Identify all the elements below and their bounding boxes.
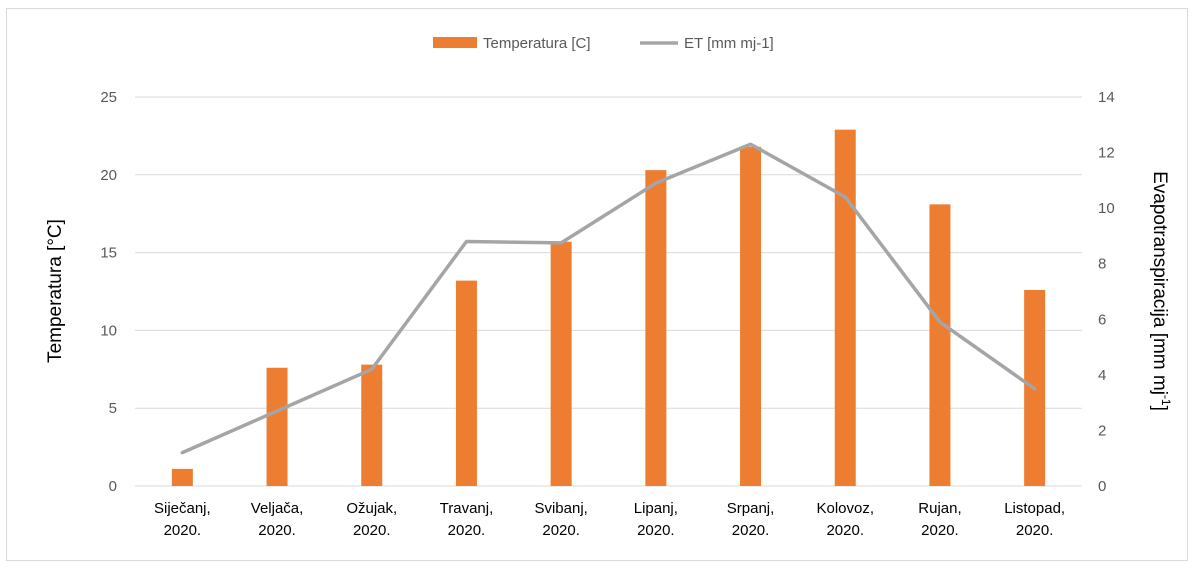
- category-label: 2020.: [826, 522, 864, 539]
- left-tick-label: 15: [100, 245, 117, 262]
- right-tick-label: 10: [1098, 200, 1115, 217]
- temperature-bar: [455, 280, 477, 486]
- et-line: [180, 142, 1037, 455]
- category-labels: Siječanj, 2020. Veljača, 2020. Ožujak, 2020. T…: [154, 500, 1065, 539]
- left-axis-ticks: 0 5 10 15 20 25: [100, 89, 117, 495]
- legend-swatch-temperature: [433, 37, 477, 48]
- legend-label-et: ET [mm mj-1]: [684, 35, 774, 52]
- category-label: 2020.: [1016, 522, 1054, 539]
- line-series: [180, 142, 1037, 455]
- category-label: Rujan,: [918, 500, 961, 517]
- right-axis-title-main: Evapotranspiracija [mm mj: [1149, 171, 1170, 395]
- temperature-bar: [740, 146, 762, 487]
- temperature-bar: [361, 364, 383, 486]
- right-axis-title-sup: -1: [1159, 395, 1173, 406]
- legend-label-temperature: Temperatura [C]: [483, 35, 591, 52]
- right-axis-title: Evapotranspiracija [mm mj-1]: [1149, 171, 1173, 411]
- right-tick-label: 12: [1098, 145, 1115, 162]
- left-tick-label: 5: [109, 400, 117, 417]
- chart-frame: [6, 8, 1188, 561]
- category-label: 2020.: [921, 522, 959, 539]
- category-label: 2020.: [732, 522, 770, 539]
- category-label: 2020.: [353, 522, 391, 539]
- left-tick-label: 20: [100, 167, 117, 184]
- category-label: Svibanj,: [534, 500, 587, 517]
- category-label: Srpanj,: [727, 500, 775, 517]
- left-tick-label: 10: [100, 322, 117, 339]
- right-axis-ticks: 0 2 4 6 8 10 12 14: [1098, 89, 1115, 495]
- bar-series: [171, 129, 1046, 487]
- right-tick-label: 0: [1098, 478, 1106, 495]
- right-tick-label: 14: [1098, 89, 1115, 106]
- category-label: 2020.: [637, 522, 675, 539]
- temperature-bar: [266, 367, 288, 486]
- temperature-bar: [171, 468, 193, 486]
- gridlines: [135, 96, 1082, 487]
- right-tick-label: 6: [1098, 311, 1106, 328]
- left-tick-label: 0: [109, 478, 117, 495]
- temperature-bar: [929, 204, 951, 486]
- temperature-bar: [834, 129, 856, 486]
- legend: Temperatura [C] ET [mm mj-1]: [433, 35, 774, 52]
- left-tick-label: 25: [100, 89, 117, 106]
- temperature-bar: [550, 241, 572, 486]
- category-label: 2020.: [542, 522, 580, 539]
- right-axis-title-end: ]: [1149, 406, 1170, 411]
- left-axis-title: Temperatura [°C]: [45, 219, 66, 363]
- category-label: Listopad,: [1004, 500, 1065, 517]
- temperature-bar: [645, 170, 667, 486]
- right-tick-label: 8: [1098, 256, 1106, 273]
- category-label: 2020.: [164, 522, 202, 539]
- category-label: Veljača,: [251, 500, 304, 517]
- category-label: Travanj,: [440, 500, 494, 517]
- category-label: Lipanj,: [634, 500, 678, 517]
- category-label: 2020.: [258, 522, 296, 539]
- category-label: Ožujak,: [346, 500, 397, 517]
- right-tick-label: 2: [1098, 422, 1106, 439]
- category-label: Kolovoz,: [816, 500, 874, 517]
- category-label: Siječanj,: [154, 500, 211, 517]
- right-tick-label: 4: [1098, 367, 1106, 384]
- category-label: 2020.: [448, 522, 486, 539]
